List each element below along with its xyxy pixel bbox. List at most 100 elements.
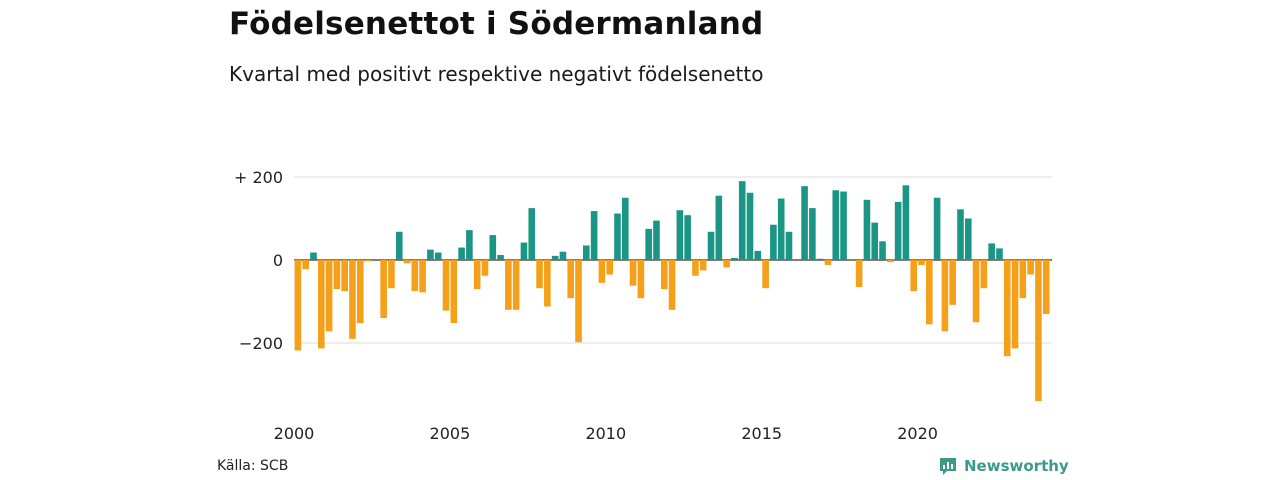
bar-q6 [341,260,348,292]
bar-q49 [676,210,684,260]
bar-q74 [871,222,879,260]
bar-q17 [427,249,434,261]
bar-q27 [505,260,512,310]
bar-q81 [926,260,933,325]
bar-q43 [629,260,637,286]
y-tick-label: + 200 [234,168,283,187]
source-label: Källa: SCB [217,458,289,474]
bar-q72 [855,260,863,287]
bar-q86 [964,218,972,260]
bar-q61 [770,224,777,260]
bar-q8 [356,260,364,324]
bar-q18 [434,252,442,260]
bar-q70 [840,191,847,260]
brand-logo[interactable]: Newsworthy [938,456,1069,476]
bar-q14 [403,260,411,264]
bar-q53 [707,231,715,260]
bar-q45 [645,228,652,261]
bar-q80 [918,260,925,265]
bar-q58 [746,192,754,260]
bar-q77 [894,201,902,260]
bar-q19 [442,260,450,311]
bar-q29 [520,242,528,260]
chart-title: Födelsenettot i Södermanland [229,6,764,42]
bar-q96 [1042,260,1050,314]
bar-q38 [590,211,598,260]
bar-q41 [614,213,621,260]
bar-q25 [489,235,497,260]
bar-q33 [551,255,559,260]
bar-q30 [528,208,536,261]
bar-q35 [567,260,575,299]
x-tick-label: 2015 [741,424,782,443]
bar-q85 [957,209,964,260]
bar-q26 [497,255,504,260]
bar-q46 [653,220,660,260]
bar-q78 [902,185,910,260]
bar-q9 [364,260,372,262]
bar-q4 [325,260,333,332]
y-tick-label: 0 [273,251,283,270]
bar-q48 [668,260,676,310]
bar-q15 [411,260,419,292]
bar-q51 [692,260,699,276]
bar-q92 [1011,260,1019,349]
bar-q93 [1019,260,1027,299]
bar-q23 [473,260,481,290]
bar-q73 [863,199,871,260]
bar-q57 [738,181,746,260]
bar-q20 [450,260,458,324]
bar-q54 [715,195,723,261]
bar-q36 [575,260,582,343]
bar-q39 [598,260,606,283]
bar-q63 [785,231,793,260]
bar-q76 [887,260,894,263]
bar-q13 [395,231,403,260]
bar-q16 [419,260,426,293]
bar-q75 [879,241,886,260]
bar-q34 [559,251,567,260]
bar-q88 [980,260,988,289]
bar-q37 [583,245,590,260]
bar-q55 [723,260,730,268]
bar-q67 [816,258,824,260]
bar-q47 [660,260,668,290]
bar-q24 [481,260,489,276]
bar-q69 [832,190,840,260]
bar-q31 [536,260,543,289]
bar-q59 [754,250,762,260]
bar-q87 [972,260,980,323]
bar-q66 [809,208,816,261]
bar-q0 [294,260,302,351]
bar-q7 [349,260,356,339]
bar-q52 [699,260,707,271]
bar-q22 [466,230,473,260]
bar-q40 [606,260,613,275]
bar-q11 [380,260,387,319]
x-tick-label: 2020 [897,424,938,443]
bar-q21 [458,247,465,260]
bar-q65 [801,186,808,260]
bar-q94 [1027,260,1034,275]
bar-q1 [302,260,309,270]
brand-name: Newsworthy [964,457,1069,475]
bar-q32 [544,260,551,307]
bar-q62 [777,198,785,260]
bar-q79 [910,260,917,292]
bar-q91 [1003,260,1011,357]
bar-q90 [996,248,1003,260]
chart-subtitle: Kvartal med positivt respektive negativt… [229,62,764,86]
bar-q84 [949,260,956,305]
bar-q42 [621,197,629,260]
x-tick-label: 2010 [585,424,626,443]
newsworthy-logo-icon [940,458,956,475]
bar-q56 [731,257,738,260]
bar-q5 [333,260,341,290]
x-tick-label: 2005 [430,424,471,443]
bar-q50 [684,215,691,260]
bar-q3 [317,260,325,349]
bar-q68 [824,260,832,265]
bar-q95 [1035,260,1042,402]
bar-q28 [512,260,520,310]
bar-q82 [933,197,941,260]
